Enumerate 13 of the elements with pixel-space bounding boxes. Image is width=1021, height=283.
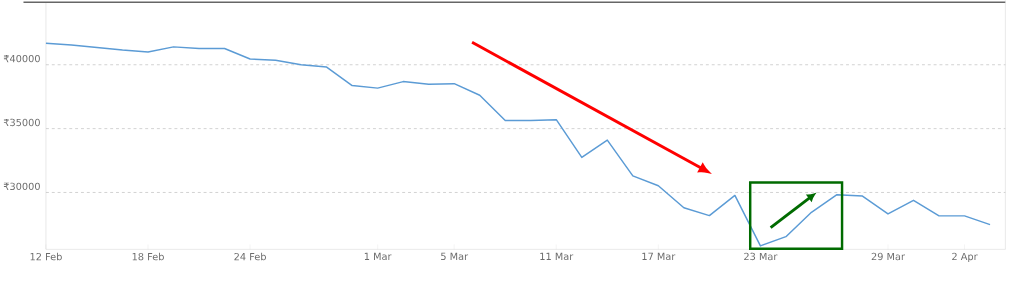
y-tick-label: ₹35000 [3,118,40,127]
x-tick-label: 24 Feb [234,252,266,261]
x-tick-label: 12 Feb [30,252,62,261]
x-tick-label: 11 Mar [540,252,574,261]
x-tick-label: 23 Mar [744,252,778,261]
x-tick-label: 2 Apr [952,252,978,263]
y-tick-label: ₹40000 [3,55,40,63]
x-tick-label: 17 Mar [642,252,676,261]
y-tick-label: ₹30000 [3,182,40,191]
x-tick-label: 29 Mar [871,252,905,261]
x-tick-label: 18 Feb [132,252,164,261]
x-tick-label: 1 Mar [364,252,392,261]
x-tick-label: 5 Mar [441,252,469,261]
